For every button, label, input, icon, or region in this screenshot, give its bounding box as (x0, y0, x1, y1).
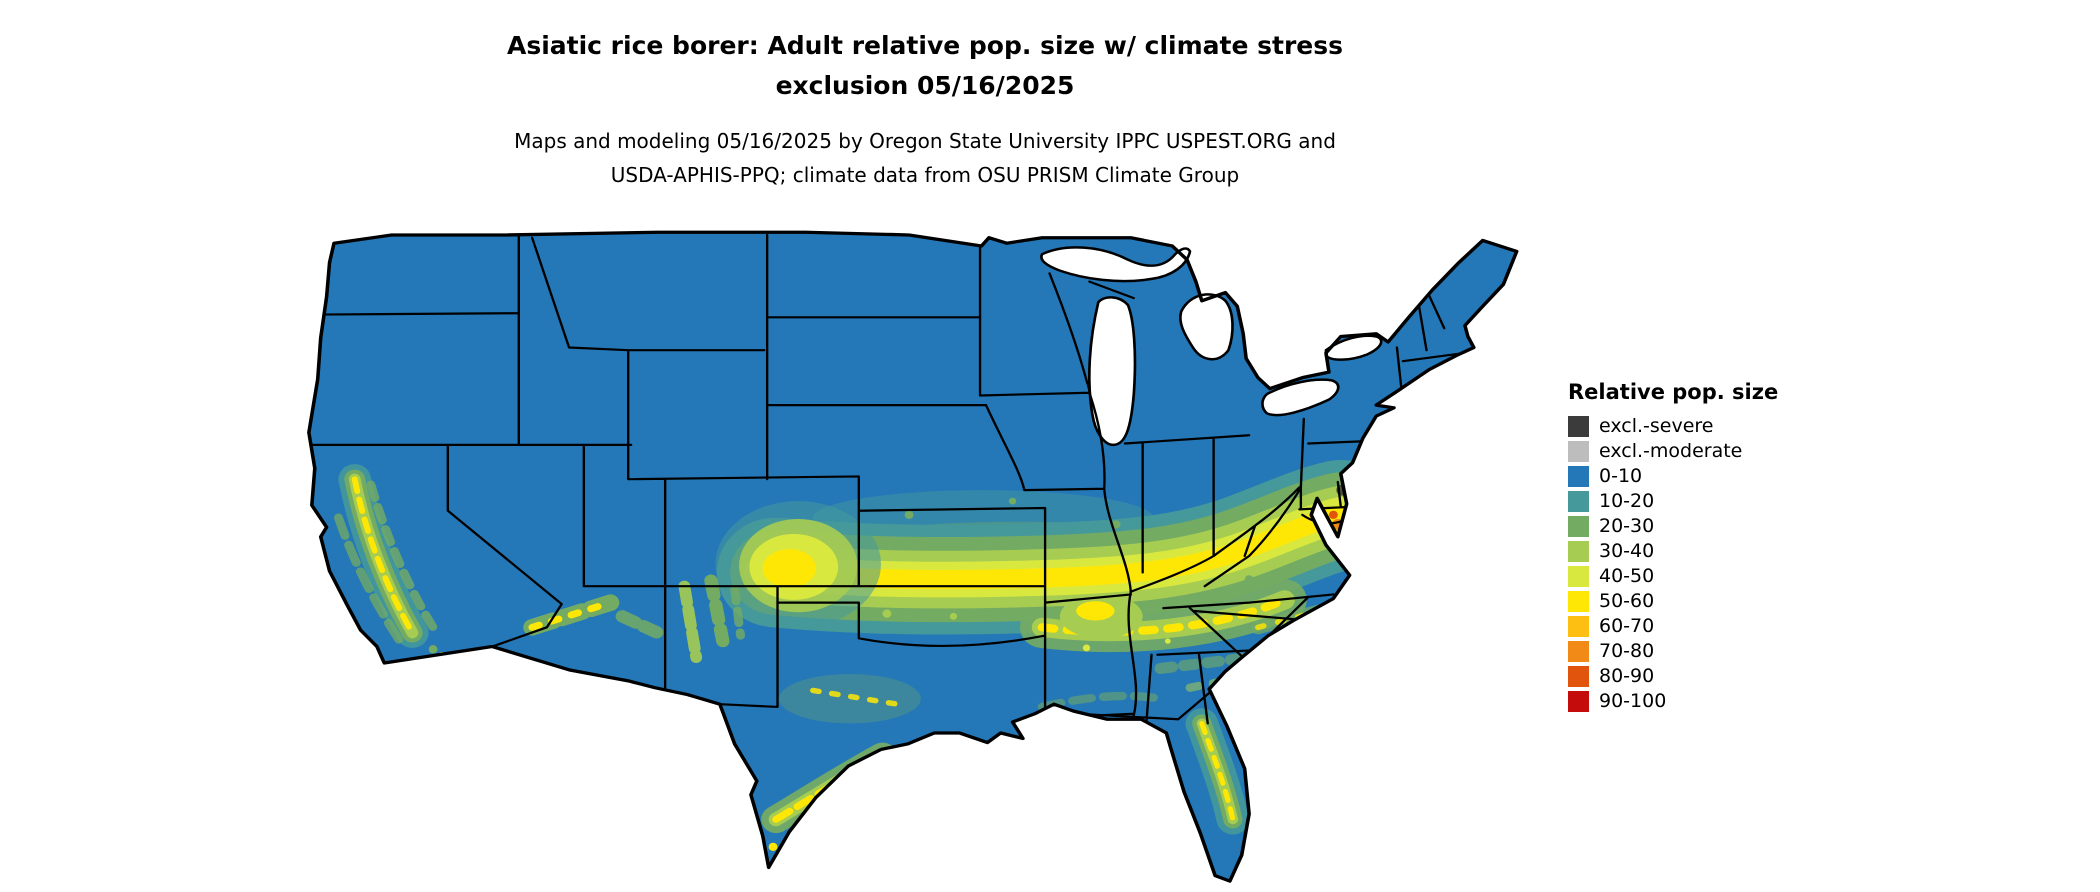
legend-label: 60-70 (1599, 615, 1655, 637)
lake-michigan-shape (1087, 296, 1137, 447)
lake-ontario-shape (1324, 334, 1383, 361)
legend-label: 70-80 (1599, 640, 1655, 662)
legend-swatch-80-90 (1568, 666, 1589, 687)
legend-label: 80-90 (1599, 665, 1655, 687)
legend-label: 20-30 (1599, 515, 1655, 537)
legend-swatch-10-20 (1568, 491, 1589, 512)
legend-label: 0-10 (1599, 465, 1643, 487)
page-subtitle: Maps and modeling 05/16/2025 by Oregon S… (0, 124, 1850, 192)
lake-superior-shape (1040, 246, 1192, 283)
legend-label: excl.-moderate (1599, 440, 1743, 462)
legend-swatch-40-50 (1568, 566, 1589, 587)
legend-label: 50-60 (1599, 590, 1655, 612)
legend-item: excl.-moderate (1568, 439, 1848, 464)
page-title-line2: exclusion 05/16/2025 (775, 71, 1075, 100)
legend-item: 70-80 (1568, 639, 1848, 664)
legend-label: 30-40 (1599, 540, 1655, 562)
great-lakes (1040, 246, 1383, 447)
legend-swatch-50-60 (1568, 591, 1589, 612)
legend-label: 10-20 (1599, 490, 1655, 512)
lake-erie-shape (1261, 378, 1340, 417)
legend-swatch-90-100 (1568, 691, 1589, 712)
legend-item: 10-20 (1568, 489, 1848, 514)
us-outline (307, 230, 1519, 883)
legend-swatch-30-40 (1568, 541, 1589, 562)
legend-label: 90-100 (1599, 690, 1667, 712)
legend-item: 0-10 (1568, 464, 1848, 489)
page-subtitle-line2: USDA-APHIS-PPQ; climate data from OSU PR… (610, 163, 1240, 187)
page-title-line1: Asiatic rice borer: Adult relative pop. … (506, 31, 1344, 60)
pop-bands (334, 459, 1400, 864)
legend-item: 20-30 (1568, 514, 1848, 539)
legend-swatch-20-30 (1568, 516, 1589, 537)
legend-swatch-excl-severe (1568, 416, 1589, 437)
legend-item: 60-70 (1568, 614, 1848, 639)
lake-huron-shape (1179, 293, 1234, 361)
legend-label: 40-50 (1599, 565, 1655, 587)
page-subtitle-line1: Maps and modeling 05/16/2025 by Oregon S… (514, 129, 1336, 153)
legend-swatch-60-70 (1568, 616, 1589, 637)
legend-swatch-excl-moderate (1568, 441, 1589, 462)
legend-item: 90-100 (1568, 689, 1848, 714)
legend-label: excl.-severe (1599, 415, 1714, 437)
legend-item: 80-90 (1568, 664, 1848, 689)
legend-item: 50-60 (1568, 589, 1848, 614)
legend-title: Relative pop. size (1568, 380, 1779, 404)
legend-item: 30-40 (1568, 539, 1848, 564)
map-fill-layer (308, 232, 1517, 882)
us-map-svg (307, 230, 1519, 883)
legend-item: excl.-severe (1568, 414, 1848, 439)
map-legend: Relative pop. size excl.-severe excl.-mo… (1568, 380, 1848, 714)
legend-item: 40-50 (1568, 564, 1848, 589)
legend-swatch-0-10 (1568, 466, 1589, 487)
page-title: Asiatic rice borer: Adult relative pop. … (0, 26, 1850, 106)
legend-swatch-70-80 (1568, 641, 1589, 662)
us-distribution-map (300, 224, 1530, 888)
